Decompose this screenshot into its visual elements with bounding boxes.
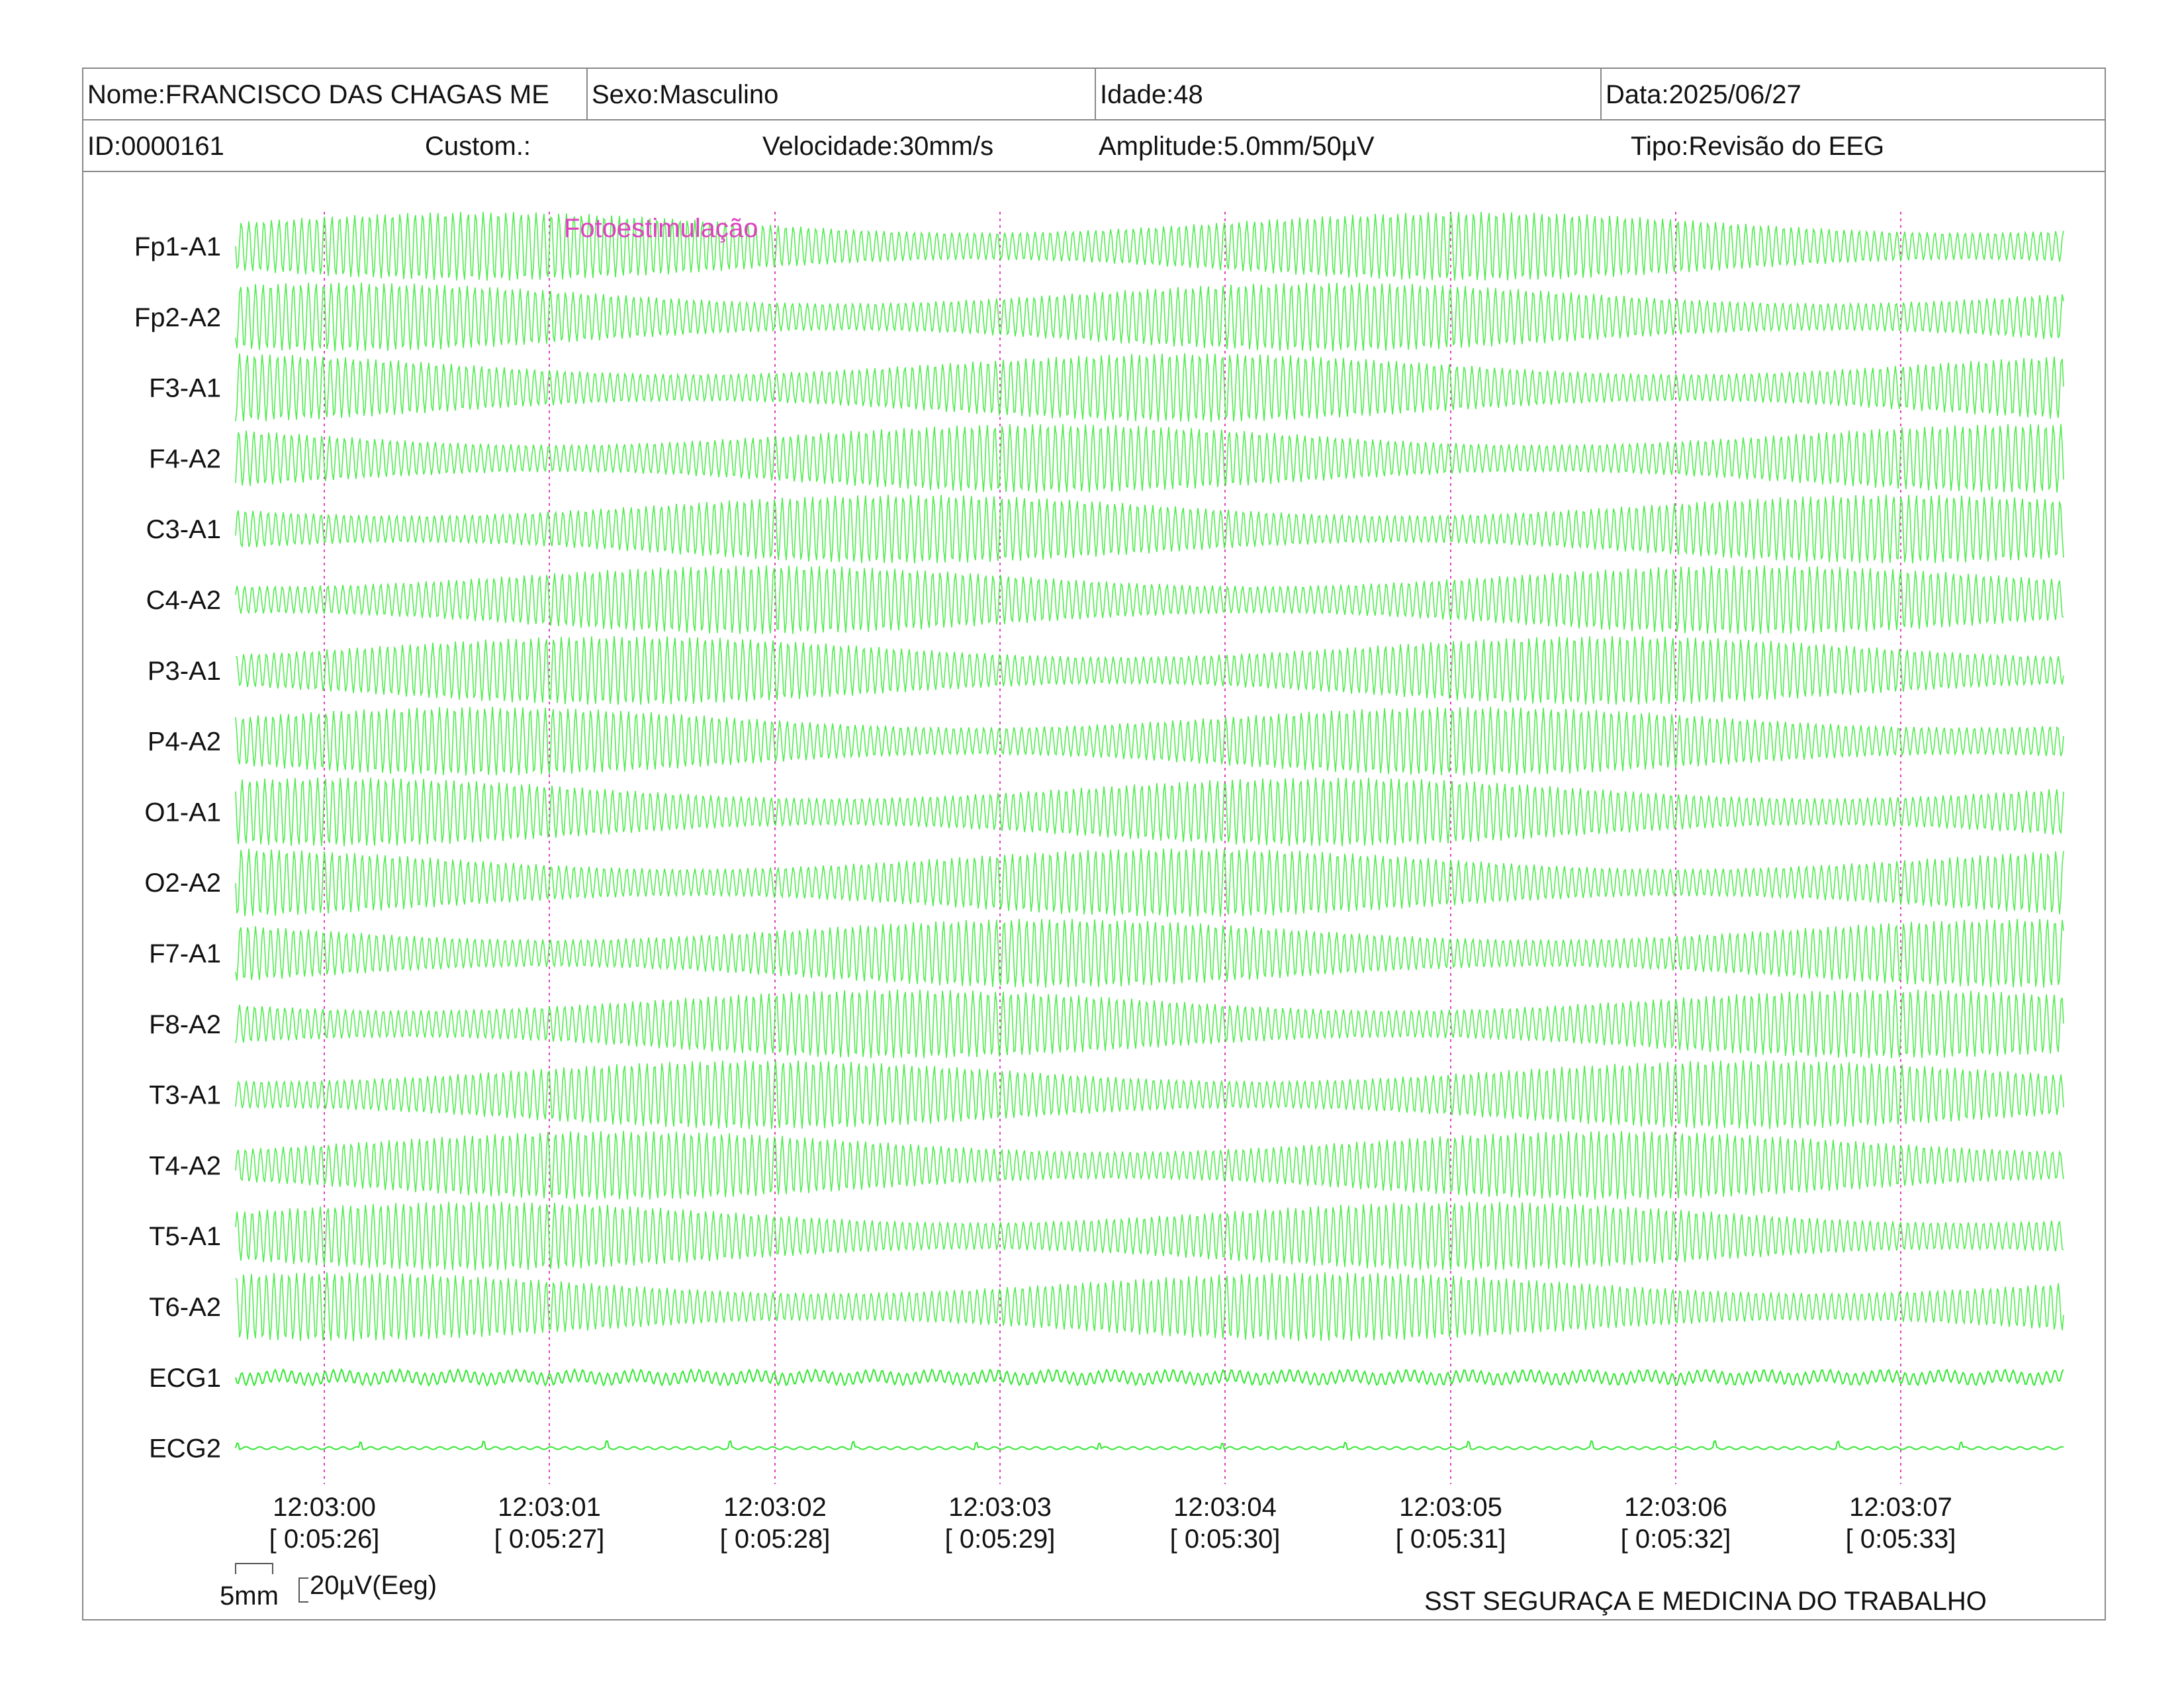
channel-label: T6-A2	[149, 1293, 221, 1322]
clock-time-label: 12:03:05	[1399, 1493, 1502, 1522]
trace-c3-a1	[235, 494, 2064, 564]
trace-f4-a2	[235, 424, 2064, 493]
trace-ecg1	[235, 1368, 2064, 1387]
channel-label: P4-A2	[148, 727, 221, 757]
channel-label: C4-A2	[146, 586, 221, 615]
channel-label: F4-A2	[149, 444, 221, 473]
header-row-2: ID:0000161 Custom.: Velocidade:30mm/s Am…	[83, 120, 2105, 172]
custom-field: Custom.:	[425, 132, 531, 161]
channel-labels: Fp1-A1 Fp2-A2 F3-A1 F4-A2 C3-A1 C4-A2 P3-A1 P4-…	[134, 232, 221, 1464]
clock-time-label: 12:03:04	[1173, 1493, 1277, 1522]
amplitude-scale-label: 20µV(Eeg)	[310, 1571, 437, 1600]
trace-t3-a1	[235, 1060, 2064, 1129]
clock-time-label: 12:03:03	[948, 1493, 1052, 1522]
clock-time-label: 12:03:01	[498, 1493, 601, 1522]
trace-c4-a2	[235, 565, 2064, 634]
channel-label: ECG1	[149, 1364, 221, 1393]
photic-stimulation-annotation: Fotoestimulação	[564, 214, 758, 243]
trace-t4-a2	[235, 1131, 2064, 1200]
channel-label: Fp1-A1	[134, 232, 221, 261]
channel-label: C3-A1	[146, 515, 221, 544]
elapsed-time-label: [ 0:05:26]	[269, 1524, 380, 1554]
trace-fp2-a2	[235, 282, 2064, 352]
patient-sex: Sexo:Masculino	[586, 69, 1095, 119]
elapsed-time-label: [ 0:05:31]	[1396, 1524, 1506, 1554]
clock-time-label: 12:03:07	[1849, 1493, 1952, 1522]
channel-label: F3-A1	[149, 374, 221, 403]
clinic-footer: SST SEGURAÇA E MEDICINA DO TRABALHO	[1424, 1587, 1987, 1616]
clock-time-label: 12:03:00	[273, 1493, 376, 1522]
channel-label: O1-A1	[144, 798, 221, 827]
elapsed-time-label: [ 0:05:32]	[1621, 1524, 1731, 1554]
time-axis: 12:03:00[ 0:05:26] 12:03:01[ 0:05:27] 12:0…	[269, 1493, 1956, 1554]
elapsed-time-label: [ 0:05:29]	[945, 1524, 1056, 1554]
channel-label: Fp2-A2	[134, 303, 221, 332]
patient-name: Nome:FRANCISCO DAS CHAGAS ME	[87, 80, 549, 109]
header-row-1: Nome:FRANCISCO DAS CHAGAS ME Sexo:Mascul…	[83, 69, 2105, 120]
time-scale-label: 5mm	[220, 1581, 279, 1611]
eeg-traces	[235, 212, 2064, 1450]
elapsed-time-label: [ 0:05:28]	[720, 1524, 831, 1554]
second-markers	[324, 212, 1901, 1484]
amplitude-scale-bracket	[298, 1577, 308, 1603]
elapsed-time-label: [ 0:05:30]	[1170, 1524, 1281, 1554]
exam-date: Data:2025/06/27	[1600, 69, 2106, 119]
trace-o1-a1	[235, 777, 2064, 847]
channel-label: T4-A2	[149, 1151, 221, 1180]
trace-t5-a1	[235, 1201, 2064, 1271]
trace-p3-a1	[235, 635, 2064, 705]
report-frame: Nome:FRANCISCO DAS CHAGAS ME Sexo:Mascul…	[82, 68, 2106, 1620]
time-scale-bracket	[235, 1563, 273, 1574]
channel-label: P3-A1	[148, 657, 221, 686]
trace-o2-a2	[235, 848, 2064, 917]
amplitude-setting: Amplitude:5.0mm/50µV	[1099, 132, 1375, 161]
clock-time-label: 12:03:02	[723, 1493, 827, 1522]
channel-label: T3-A1	[149, 1081, 221, 1110]
patient-age: Idade:48	[1095, 69, 1600, 119]
channel-label: F7-A1	[149, 939, 221, 968]
trace-fp1-a1	[235, 212, 2064, 281]
trace-ecg2	[235, 1440, 2064, 1450]
elapsed-time-label: [ 0:05:33]	[1846, 1524, 1956, 1554]
channel-label: ECG2	[149, 1434, 221, 1464]
trace-f8-a2	[235, 989, 2064, 1058]
scale-bar: 5mm 20µV(Eeg)	[220, 1563, 437, 1611]
trace-f3-a1	[235, 353, 2064, 422]
trace-t6-a2	[235, 1272, 2064, 1341]
channel-label: F8-A2	[149, 1010, 221, 1039]
clock-time-label: 12:03:06	[1624, 1493, 1727, 1522]
patient-id: ID:0000161	[87, 132, 224, 161]
trace-p4-a2	[235, 706, 2064, 776]
channel-label: T5-A1	[149, 1222, 221, 1251]
channel-label: O2-A2	[144, 868, 221, 898]
speed-setting: Velocidade:30mm/s	[762, 132, 994, 161]
trace-f7-a1	[235, 919, 2064, 988]
elapsed-time-label: [ 0:05:27]	[494, 1524, 605, 1554]
review-type: Tipo:Revisão do EEG	[1631, 132, 1885, 161]
